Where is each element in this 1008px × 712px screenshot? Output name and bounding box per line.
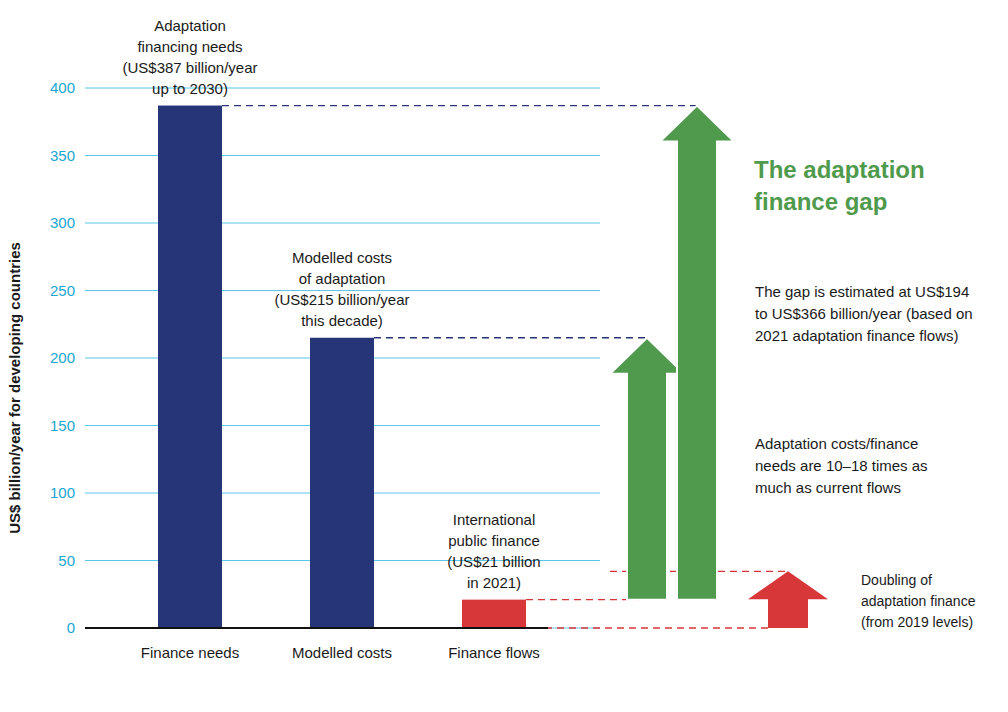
annotation: needs are 10–18 times as xyxy=(755,457,928,474)
gap-arrow xyxy=(610,338,684,600)
dashed-connector xyxy=(374,337,647,338)
category-label: Modelled costs xyxy=(292,644,392,661)
bar-annotation: public finance xyxy=(448,532,540,549)
annotation: Adaptation costs/finance xyxy=(755,435,918,452)
category-label: Finance needs xyxy=(141,644,239,661)
annotation: The gap is estimated at US$194 xyxy=(755,283,969,300)
bar-annotation: (US$387 billion/year xyxy=(122,59,257,76)
bar-annotation: Modelled costs xyxy=(292,249,392,266)
doubling-arrow xyxy=(748,571,828,628)
chart: 0 50 100 150 200 250 300 350 400 US$ billion/year… xyxy=(0,0,1008,712)
tick-label: 0 xyxy=(67,619,75,636)
tick-label: 50 xyxy=(58,552,75,569)
annotation: (from 2019 levels) xyxy=(861,614,973,630)
annotation: Doubling of xyxy=(861,572,932,588)
tick-label: 400 xyxy=(50,79,75,96)
gap-title: finance gap xyxy=(754,188,887,215)
gap-arrow xyxy=(660,106,734,600)
gap-title: The adaptation xyxy=(754,156,925,183)
axis-title: US$ billion/year for developing countrie… xyxy=(6,242,23,534)
bar-annotation: financing needs xyxy=(137,38,242,55)
bar-annotation: Adaptation xyxy=(154,17,226,34)
y-axis xyxy=(85,88,86,628)
dashed-connector xyxy=(545,627,768,628)
bar-annotation: in 2021) xyxy=(467,574,521,591)
bar xyxy=(462,600,526,628)
bar-annotation: this decade) xyxy=(301,312,383,329)
bar xyxy=(158,106,222,628)
annotation: to US$366 billion/year (based on xyxy=(755,305,973,322)
grid-line xyxy=(85,628,600,629)
bar xyxy=(310,338,374,628)
bar-annotation: of adaptation xyxy=(299,270,386,287)
tick-label: 250 xyxy=(50,282,75,299)
bars xyxy=(158,106,526,628)
annotation: 2021 adaptation finance flows) xyxy=(755,327,958,344)
tick-label: 300 xyxy=(50,214,75,231)
bar-annotation: (US$215 billion/year xyxy=(274,291,409,308)
category-label: Finance flows xyxy=(448,644,540,661)
annotation: adaptation finance xyxy=(861,593,976,609)
tick-label: 100 xyxy=(50,484,75,501)
annotation: much as current flows xyxy=(755,479,901,496)
bar-annotation: (US$21 billion xyxy=(447,553,540,570)
tick-label: 150 xyxy=(50,417,75,434)
tick-label: 350 xyxy=(50,147,75,164)
dashed-connector xyxy=(526,599,640,600)
bar-annotation: up to 2030) xyxy=(152,80,228,97)
bar-annotation: International xyxy=(453,511,536,528)
baseline xyxy=(85,627,548,629)
tick-label: 200 xyxy=(50,349,75,366)
grid xyxy=(85,88,600,628)
arrows xyxy=(610,106,828,628)
connectors xyxy=(222,106,788,628)
dashed-connector xyxy=(222,105,697,106)
